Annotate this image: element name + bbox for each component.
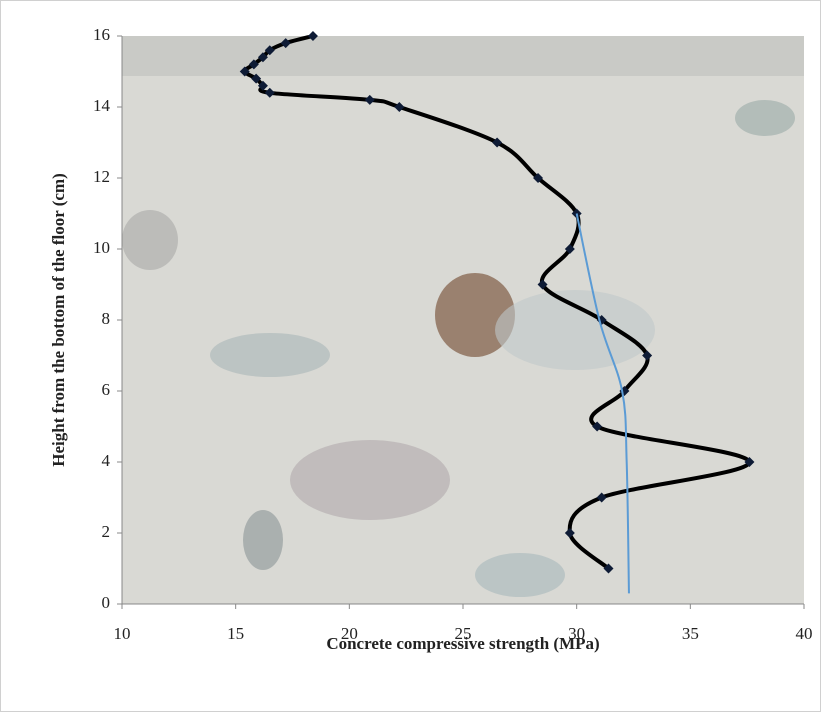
y-tick-label: 6 <box>102 380 111 399</box>
chart: Concrete compressive strength (MPa) Heig… <box>0 0 831 713</box>
background-photo <box>122 36 804 604</box>
y-tick-label: 12 <box>93 167 110 186</box>
y-tick-label: 0 <box>102 593 111 612</box>
x-tick-label: 10 <box>114 624 131 643</box>
x-tick-label: 15 <box>227 624 244 643</box>
x-tick-label: 20 <box>341 624 358 643</box>
y-tick-label: 10 <box>93 238 110 257</box>
x-tick-label: 25 <box>455 624 472 643</box>
y-axis-title: Height from the bottom of the floor (cm) <box>49 173 68 467</box>
y-tick-label: 2 <box>102 522 111 541</box>
y-tick-label: 14 <box>93 96 111 115</box>
y-tick-label: 16 <box>93 25 110 44</box>
y-tick-label: 4 <box>102 451 111 470</box>
page: {"chart_data": {"type": "line", "xlabel"… <box>0 0 831 713</box>
x-tick-label: 30 <box>568 624 585 643</box>
x-tick-label: 40 <box>796 624 813 643</box>
y-tick-label: 8 <box>102 309 111 328</box>
x-tick-label: 35 <box>682 624 699 643</box>
